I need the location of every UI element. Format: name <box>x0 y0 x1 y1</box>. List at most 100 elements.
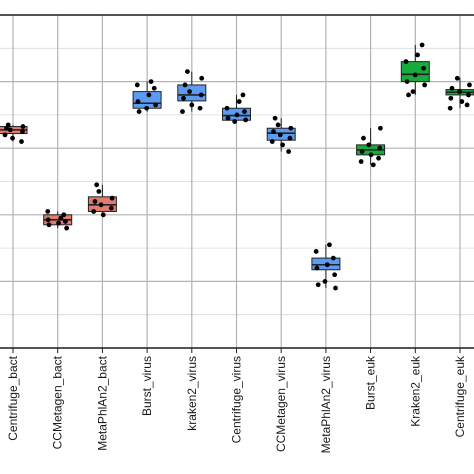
data-point <box>197 105 203 111</box>
data-point <box>313 249 319 254</box>
data-point <box>240 92 246 98</box>
data-point <box>2 132 8 138</box>
data-point <box>314 265 320 271</box>
data-point <box>63 219 68 224</box>
data-point <box>315 282 321 288</box>
data-point <box>236 99 242 104</box>
data-point <box>232 119 238 124</box>
data-point <box>415 52 420 58</box>
data-point <box>58 215 64 221</box>
data-point <box>20 129 25 134</box>
data-point <box>224 105 230 111</box>
data-point <box>234 112 240 118</box>
data-point <box>361 135 366 141</box>
data-point <box>322 279 328 284</box>
data-point <box>406 92 411 98</box>
data-point <box>45 209 51 214</box>
data-point <box>100 212 106 218</box>
x-axis-tick-labels: Centrifuge_bact CCMetagen_bact MetaPhlAn2_… <box>6 355 467 453</box>
data-point <box>288 125 294 131</box>
data-point <box>134 82 140 88</box>
data-point <box>19 139 24 144</box>
data-point <box>96 189 102 194</box>
data-point <box>457 89 462 94</box>
data-point <box>146 92 152 98</box>
data-point <box>333 285 338 291</box>
data-point <box>368 152 374 158</box>
data-point <box>403 59 409 65</box>
data-point <box>56 220 62 226</box>
data-point <box>199 75 205 81</box>
data-point <box>330 255 336 261</box>
data-point <box>5 122 11 128</box>
data-point <box>410 89 416 94</box>
data-point <box>272 115 278 121</box>
data-point <box>46 222 52 228</box>
data-point <box>377 145 383 151</box>
data-point <box>370 162 376 168</box>
data-point <box>275 122 281 128</box>
data-point <box>378 125 383 131</box>
data-point <box>412 72 418 78</box>
x-tick-label: MetaPhlAn2_virus <box>319 356 333 453</box>
data-point <box>94 182 100 188</box>
data-point <box>61 212 67 218</box>
data-point <box>98 202 104 208</box>
x-tick-label: Centrifuge_virus <box>230 356 244 443</box>
data-point <box>187 89 192 94</box>
x-tick-label: Centrifuge_euk <box>453 355 467 437</box>
data-point <box>287 135 293 141</box>
data-point <box>286 149 292 154</box>
data-point <box>419 42 425 48</box>
data-point <box>324 262 330 268</box>
data-point <box>10 135 15 141</box>
x-tick-label: CCMetagen_virus <box>274 356 288 452</box>
jitter-points <box>2 42 472 291</box>
data-point <box>376 155 381 161</box>
data-point <box>148 79 154 84</box>
data-point <box>7 127 13 133</box>
data-point <box>459 99 465 104</box>
data-point <box>421 65 426 71</box>
data-point <box>422 82 428 88</box>
data-point <box>136 109 142 114</box>
data-point <box>269 139 275 144</box>
data-point <box>108 205 114 211</box>
data-point <box>358 159 364 164</box>
data-point <box>91 209 97 214</box>
data-point <box>359 149 365 154</box>
data-point <box>447 105 453 111</box>
data-point <box>135 99 141 104</box>
data-point <box>404 79 410 84</box>
x-axis-ticks <box>12 348 461 353</box>
data-point <box>366 142 372 148</box>
x-tick-label: kraken2_virus <box>185 356 199 431</box>
data-point <box>189 102 195 108</box>
x-tick-label: Burst_euk <box>364 355 378 410</box>
data-point <box>242 109 247 114</box>
data-point <box>45 217 51 223</box>
x-tick-label: CCMetagen_bact <box>51 355 65 449</box>
data-point <box>64 225 70 231</box>
data-point <box>225 115 231 121</box>
data-point <box>109 195 115 201</box>
data-point <box>20 124 26 129</box>
data-point <box>181 95 186 101</box>
data-point <box>327 242 332 248</box>
data-point <box>466 92 471 98</box>
x-tick-label: Kraken2_euk <box>408 355 422 427</box>
data-point <box>182 82 188 88</box>
data-point <box>277 132 283 138</box>
x-tick-label: MetaPhlAn2_bact <box>95 355 109 450</box>
data-point <box>243 117 249 123</box>
data-point <box>144 105 150 111</box>
data-point <box>448 95 454 101</box>
data-point <box>198 92 204 98</box>
data-point <box>153 102 159 108</box>
data-point <box>151 85 157 91</box>
data-point <box>280 142 285 148</box>
data-point <box>92 199 98 204</box>
box-Kraken2_euk <box>400 61 430 83</box>
data-point <box>180 109 185 114</box>
data-point <box>464 102 470 108</box>
